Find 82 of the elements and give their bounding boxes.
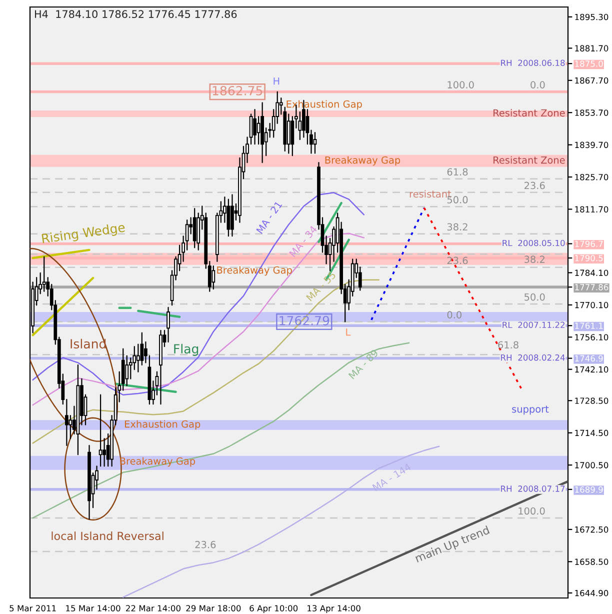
y-tick-label: 1853.70 bbox=[575, 110, 608, 116]
y-tick-label: 1777.86 bbox=[575, 284, 608, 290]
annotation: 0.0 bbox=[530, 81, 545, 88]
candlestick bbox=[42, 256, 46, 292]
text: MA - 21 bbox=[256, 200, 282, 234]
candlestick bbox=[136, 344, 140, 372]
chart-title: H4 1784.10 1786.52 1776.45 1777.86 bbox=[35, 10, 237, 18]
y-tick-label: 1811.70 bbox=[575, 206, 608, 212]
annotation: 61.8 bbox=[447, 168, 468, 176]
ref-line-label: RH 2008.06.18 bbox=[501, 60, 565, 66]
y-tick-label: 1875.0 bbox=[575, 60, 603, 67]
y-tick-label: 1700.50 bbox=[575, 462, 608, 468]
y-tick-label: 1761.1 bbox=[575, 322, 603, 329]
text: MA - 55 bbox=[306, 271, 336, 302]
y-tick-label: 1672.50 bbox=[575, 526, 608, 533]
candlestick bbox=[212, 265, 216, 290]
y-tick-label: 1867.70 bbox=[575, 77, 608, 84]
y-tick-label: 1742.10 bbox=[575, 366, 608, 373]
candlestick bbox=[286, 114, 290, 154]
annotation: L bbox=[346, 328, 351, 336]
x-tick-label: 6 Apr 10:00 bbox=[250, 605, 298, 614]
candlestick bbox=[226, 198, 230, 237]
candlestick bbox=[230, 194, 234, 237]
y-tick-label: 1881.70 bbox=[575, 45, 608, 52]
annotation: main Up trend bbox=[414, 525, 491, 565]
y-tick-label: 1895.30 bbox=[575, 14, 608, 20]
annotation: 61.8 bbox=[498, 341, 518, 349]
annotation: 1862.75 bbox=[212, 86, 262, 96]
annotation: H bbox=[274, 77, 280, 85]
x-tick-label: 22 Mar 14:00 bbox=[126, 605, 180, 612]
y-tick-label: 1770.10 bbox=[575, 302, 608, 308]
y-tick-label: 1784.10 bbox=[575, 270, 608, 276]
x-tick-label: 29 Mar 18:00 bbox=[186, 605, 241, 612]
annotation: 0.0 bbox=[447, 311, 462, 318]
y-tick-label: 1728.50 bbox=[575, 398, 608, 404]
ref-line-label: RL 2008.05.10 bbox=[502, 240, 565, 246]
y-tick-label: 1746.9 bbox=[575, 355, 603, 362]
y-tick-label: 1756.10 bbox=[575, 334, 608, 340]
candlestick bbox=[98, 394, 102, 467]
candlestick bbox=[68, 415, 72, 440]
candlestick bbox=[102, 438, 106, 467]
annotation: local Island Reversal bbox=[52, 532, 164, 540]
y-tick-label: 1658.50 bbox=[575, 558, 608, 565]
annotation: Flag bbox=[174, 344, 198, 356]
y-tick-label: 1644.90 bbox=[575, 590, 608, 596]
candlestick bbox=[125, 355, 129, 386]
candlestick bbox=[256, 116, 260, 145]
y-tick-label: 1839.70 bbox=[575, 142, 608, 148]
ref-line-label: RH 2008.07.17 bbox=[501, 486, 565, 492]
y-tick-label: 1825.70 bbox=[575, 174, 608, 180]
y-tick-label: 1796.7 bbox=[575, 240, 603, 248]
annotation: 50.0 bbox=[447, 196, 468, 204]
x-tick-label: 15 Mar 14:00 bbox=[66, 605, 120, 612]
annotation: Breakaway Gap bbox=[325, 156, 400, 166]
annotation: 23.6 bbox=[524, 182, 545, 190]
ref-line-label: RL 2007.11.22 bbox=[502, 322, 564, 328]
y-tick-label: 1714.50 bbox=[575, 430, 608, 436]
annotation: 38.2 bbox=[447, 223, 468, 231]
candlestick bbox=[166, 306, 170, 343]
x-tick-label: 13 Apr 14:00 bbox=[308, 605, 360, 614]
annotation: 23.6 bbox=[195, 540, 216, 548]
band-label: Resistant Zone bbox=[494, 156, 565, 164]
annotation: Exhaustion Gap bbox=[125, 420, 200, 430]
candlestick bbox=[313, 132, 317, 154]
y-tick-label: 1790.5 bbox=[575, 254, 603, 262]
annotation: 100.0 bbox=[518, 507, 545, 515]
candlestick bbox=[298, 111, 302, 140]
x-tick-label: 5 Mar 2011 bbox=[10, 605, 56, 612]
annotation: 38.2 bbox=[524, 256, 544, 263]
annotation: 100.0 bbox=[448, 81, 474, 88]
band-label: Resistant Zone bbox=[494, 109, 565, 117]
text: MA - 144 bbox=[372, 462, 412, 492]
annotation: 23.6 bbox=[447, 256, 468, 264]
annotation: support bbox=[512, 406, 549, 415]
text: MA - 34 bbox=[288, 225, 318, 258]
annotation: 50.0 bbox=[524, 293, 545, 301]
ref-line-label: RH 2008.02.24 bbox=[501, 354, 565, 361]
candlestick bbox=[192, 208, 196, 248]
annotation: resistant bbox=[410, 190, 452, 198]
candlestick bbox=[253, 109, 256, 145]
annotation: Rising Wedge bbox=[42, 222, 126, 246]
y-tick-label: 1689.9 bbox=[575, 486, 603, 493]
